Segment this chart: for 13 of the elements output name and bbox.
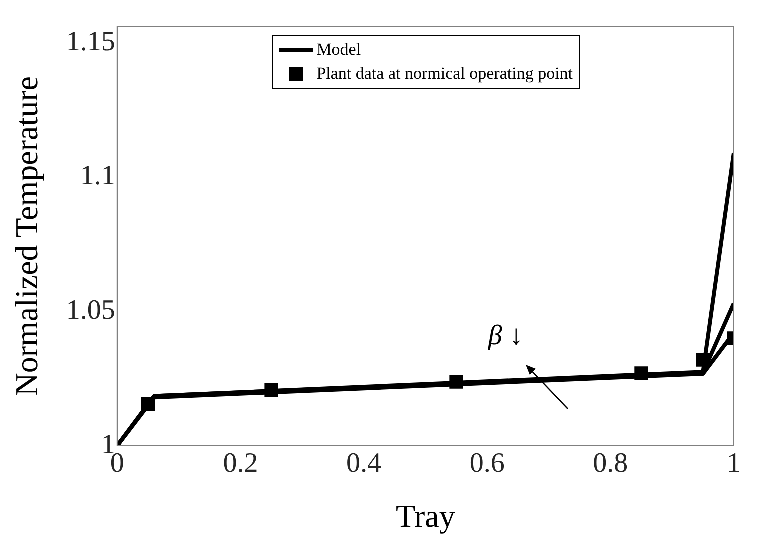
legend-label: Plant data at normical operating point xyxy=(316,62,574,85)
annotation: β ↓ xyxy=(487,320,524,352)
x-axis-title: Tray xyxy=(396,498,456,534)
y-tick-label: 1.15 xyxy=(66,26,116,58)
x-tick-label: 0.8 xyxy=(593,448,628,480)
x-tick-label: 0.6 xyxy=(470,448,505,480)
x-tick-label: 0.4 xyxy=(346,448,382,480)
legend-label: Model xyxy=(316,38,362,61)
x-tick-label: 0.2 xyxy=(223,448,258,480)
y-tick-label: 1.1 xyxy=(80,160,116,192)
y-axis-title: Normalized Temperature xyxy=(8,76,45,396)
y-tick-label: 1.05 xyxy=(66,295,116,326)
x-tick-label: 1 xyxy=(727,448,741,480)
